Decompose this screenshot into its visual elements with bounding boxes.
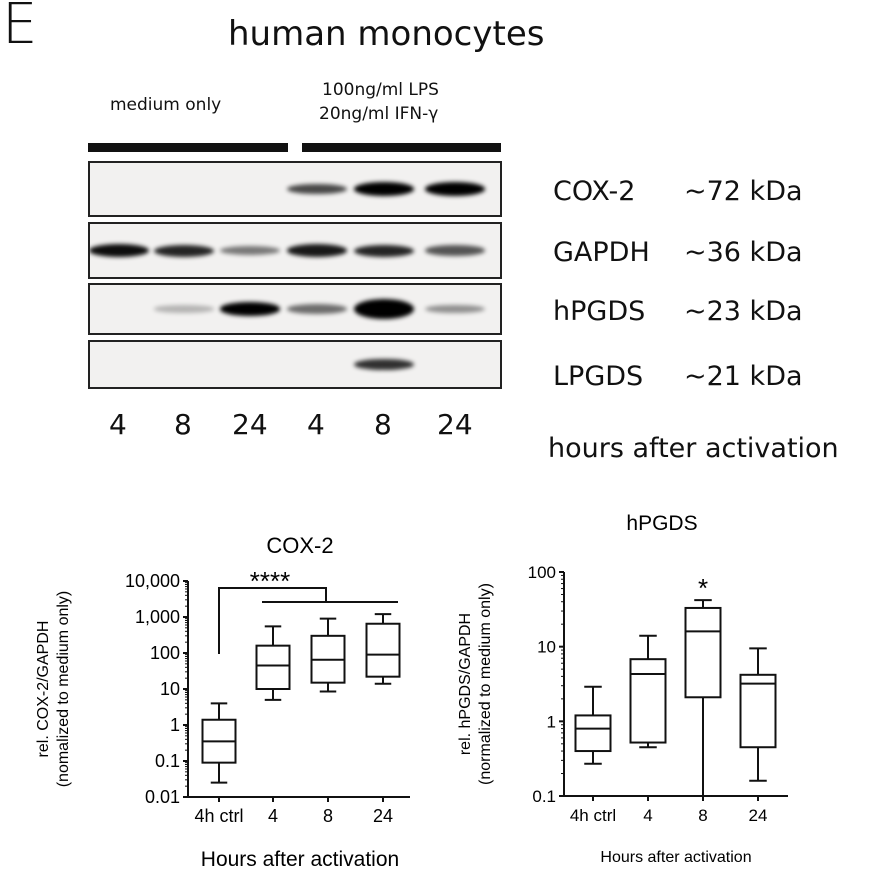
box bbox=[574, 714, 612, 753]
lane-label: 8 bbox=[174, 408, 192, 441]
lane-label: 4 bbox=[307, 408, 325, 441]
y-tick-label: 100 bbox=[150, 643, 180, 663]
y-tick-label: 0.1 bbox=[532, 787, 556, 806]
control-group-bar bbox=[88, 143, 288, 152]
blot-protein-label: COX-2 bbox=[553, 176, 636, 207]
box bbox=[255, 644, 291, 690]
x-axis-label: Hours after activation bbox=[201, 848, 399, 870]
x-tick-label: 24 bbox=[749, 806, 768, 825]
box bbox=[365, 622, 401, 678]
chart-title: hPGDS bbox=[626, 512, 697, 535]
x-tick-label: 8 bbox=[323, 806, 333, 826]
treatment-group-bar bbox=[302, 143, 501, 152]
y-tick-label: 1,000 bbox=[135, 607, 180, 627]
band bbox=[354, 358, 414, 371]
y-tick-label: 100 bbox=[528, 563, 556, 582]
blot-panel-hpgds bbox=[88, 283, 502, 335]
blot-protein-label: GAPDH bbox=[553, 237, 650, 268]
y-axis-sublabel: (normalized to medium only) bbox=[477, 583, 494, 785]
blot-protein-label: hPGDS bbox=[553, 296, 646, 327]
significance-annotation: * bbox=[698, 573, 708, 603]
band bbox=[425, 245, 485, 256]
band bbox=[425, 304, 485, 314]
y-tick-label: 0.1 bbox=[155, 751, 180, 771]
band bbox=[220, 302, 280, 316]
blot-size-label: ~72 kDa bbox=[684, 176, 803, 207]
box bbox=[629, 658, 667, 744]
y-tick-label: 1 bbox=[547, 712, 556, 731]
panel-letter: E bbox=[2, 0, 38, 57]
y-axis-label: rel. hPGDS/GAPDH bbox=[457, 613, 474, 755]
band bbox=[287, 304, 347, 314]
band bbox=[354, 244, 414, 257]
blot-size-label: ~36 kDa bbox=[684, 237, 803, 268]
figure-title: human monocytes bbox=[228, 14, 545, 54]
lane-label: 24 bbox=[437, 408, 473, 441]
treatment-label-2: 20ng/ml IFN-γ bbox=[319, 104, 439, 124]
box bbox=[684, 606, 722, 699]
band bbox=[287, 183, 347, 195]
band bbox=[90, 244, 149, 257]
y-tick-label: 10 bbox=[160, 679, 180, 699]
y-tick-label: 1 bbox=[170, 715, 180, 735]
blot-panel-gapdh bbox=[88, 222, 502, 279]
x-tick-label: 8 bbox=[698, 806, 707, 825]
y-tick-label: 10,000 bbox=[125, 571, 180, 591]
lane-caption: hours after activation bbox=[548, 433, 839, 464]
x-tick-label: 24 bbox=[373, 806, 393, 826]
x-tick-label: 4 bbox=[268, 806, 278, 826]
blot-panel-cox-2 bbox=[88, 161, 502, 217]
y-tick-label: 0.01 bbox=[145, 787, 180, 807]
y-axis-sublabel: (nomalized to medium only) bbox=[55, 591, 72, 788]
band bbox=[354, 299, 414, 319]
chart-title: COX-2 bbox=[266, 533, 333, 558]
x-tick-label: 4h ctrl bbox=[570, 806, 616, 825]
significance-bracket bbox=[218, 587, 327, 654]
band bbox=[154, 244, 214, 257]
significance-annotation: **** bbox=[250, 566, 290, 596]
blot-size-label: ~23 kDa bbox=[684, 296, 803, 327]
lane-label: 8 bbox=[374, 408, 392, 441]
x-axis-label: Hours after activation bbox=[600, 849, 751, 866]
blot-size-label: ~21 kDa bbox=[684, 361, 803, 392]
box bbox=[739, 673, 777, 749]
y-axis-label: rel. COX-2/GAPDH bbox=[35, 621, 52, 758]
band bbox=[287, 244, 347, 257]
blot-protein-label: LPGDS bbox=[553, 361, 644, 392]
band bbox=[220, 245, 280, 256]
band bbox=[425, 182, 485, 196]
control-condition-label: medium only bbox=[110, 95, 222, 115]
treatment-label-1: 100ng/ml LPS bbox=[322, 80, 439, 100]
blot-panel-lpgds bbox=[88, 340, 502, 389]
band bbox=[354, 182, 414, 196]
x-tick-label: 4h ctrl bbox=[194, 806, 243, 826]
x-tick-label: 4 bbox=[643, 806, 652, 825]
y-tick-label: 10 bbox=[537, 638, 556, 657]
lane-label: 4 bbox=[109, 408, 127, 441]
band bbox=[154, 305, 214, 313]
lane-label: 24 bbox=[232, 408, 268, 441]
